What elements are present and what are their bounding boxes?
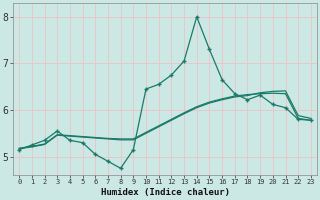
X-axis label: Humidex (Indice chaleur): Humidex (Indice chaleur) (100, 188, 229, 197)
